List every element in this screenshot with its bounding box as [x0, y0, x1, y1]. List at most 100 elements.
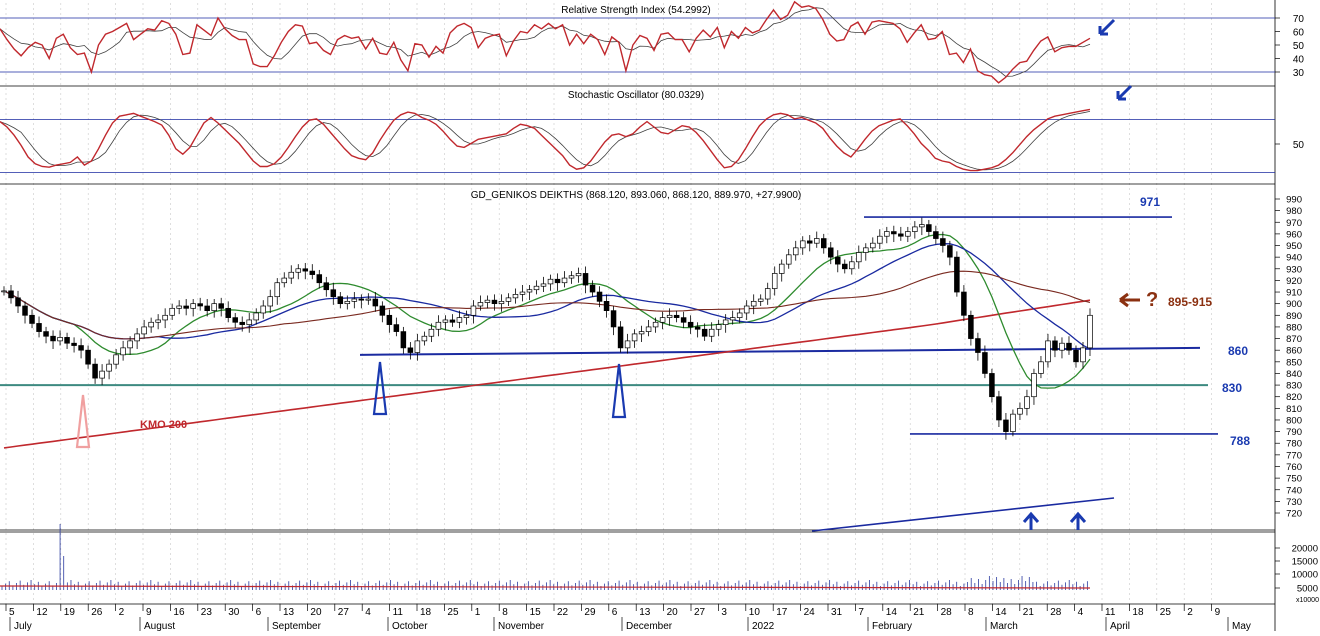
candle-down — [232, 317, 238, 323]
candle-up — [414, 340, 421, 353]
candle-up — [568, 275, 575, 279]
x-axis-day-label: 8 — [968, 607, 974, 618]
candle-down — [821, 238, 827, 249]
candle-down — [92, 363, 98, 379]
candle-down — [337, 296, 344, 305]
right-axis: 3040506070507207307407507607707807908008… — [1275, 14, 1319, 604]
candle-down — [947, 245, 953, 258]
candle-up — [645, 326, 652, 332]
candle-up — [757, 298, 764, 302]
x-axis-month-label: March — [990, 621, 1018, 631]
candle-up — [1024, 396, 1030, 409]
candle-up — [176, 305, 182, 309]
candle-up — [463, 314, 470, 318]
price-axis-label: 820 — [1286, 392, 1302, 403]
candle-up — [526, 289, 533, 293]
candle-down — [183, 305, 189, 309]
level-830-label: 830 — [1222, 381, 1242, 395]
price-axis-label: 750 — [1286, 474, 1302, 485]
x-axis-day-label: 7 — [858, 607, 864, 618]
stochastic-signal-line — [0, 111, 1091, 171]
candle-down — [85, 349, 91, 365]
candle-down — [386, 314, 393, 325]
candle-up — [484, 299, 491, 303]
rsi-arrow — [1098, 18, 1116, 36]
x-axis-day-label: 27 — [694, 607, 706, 618]
rsi-axis-label: 40 — [1293, 55, 1305, 66]
candle-down — [71, 342, 77, 346]
candle-up — [1031, 373, 1037, 398]
x-axis-day-label: 21 — [1023, 607, 1035, 618]
candle-up — [905, 231, 911, 237]
price-axis-label: 910 — [1286, 288, 1302, 299]
candle-down — [940, 238, 946, 246]
candle-down — [29, 314, 35, 324]
candle-up — [750, 300, 757, 307]
price-axis-label: 970 — [1286, 218, 1302, 229]
price-axis-label: 740 — [1286, 485, 1302, 496]
bottom-marker-july — [75, 394, 91, 449]
price-axis-label: 960 — [1286, 229, 1302, 240]
volume-axis-label: 15000 — [1292, 557, 1318, 568]
candle-up — [421, 335, 428, 342]
candle-up — [912, 226, 918, 232]
candle-down — [302, 268, 309, 272]
x-axis-day-label: 29 — [584, 607, 596, 618]
candle-up — [288, 271, 295, 279]
candle-down — [891, 231, 897, 235]
candle-up — [344, 300, 351, 305]
bottom-marker-november — [611, 363, 627, 419]
ma-long-brown — [3, 270, 1091, 340]
candle-up — [722, 319, 729, 325]
x-axis-day-label: 5 — [9, 607, 15, 618]
candle-down — [596, 291, 603, 302]
x-axis-day-label: 15 — [530, 607, 542, 618]
candle-down — [372, 298, 379, 307]
candle-up — [351, 298, 358, 302]
price-axis-label: 930 — [1286, 264, 1302, 275]
candle-up — [253, 312, 259, 321]
candle-down — [617, 326, 624, 349]
candle-up — [260, 305, 266, 314]
price-axis-label: 790 — [1286, 427, 1302, 438]
candle-up — [134, 333, 140, 342]
candle-up — [99, 370, 105, 379]
candle-down — [828, 247, 834, 258]
x-axis-month-label: December — [626, 621, 673, 631]
x-axis-day-label: 17 — [776, 607, 788, 618]
candle-down — [1052, 340, 1058, 351]
candle-up — [120, 347, 126, 356]
candle-down — [701, 328, 708, 337]
rsi-panel: Relative Strength Index (54.2992) — [0, 0, 1275, 84]
candle-up — [211, 303, 217, 311]
candle-up — [512, 294, 519, 299]
candle-down — [806, 240, 813, 244]
x-axis-day-label: 4 — [365, 607, 371, 618]
candle-down — [989, 373, 995, 398]
candle-up — [736, 312, 743, 318]
candle-down — [582, 273, 589, 286]
x-axis-day-label: 14 — [886, 607, 898, 618]
x-axis-day-label: 25 — [447, 607, 459, 618]
question-mark: ? — [1146, 289, 1158, 311]
candle-down — [407, 347, 414, 353]
candle-up — [141, 326, 147, 335]
candle-up — [246, 319, 252, 325]
price-axis-label: 770 — [1286, 450, 1302, 461]
candle-up — [771, 273, 778, 289]
annotations: KMO 200 971 860 830 788 ? 895-915 — [140, 18, 1250, 530]
x-axis-day-label: 31 — [831, 607, 843, 618]
candle-down — [954, 256, 960, 293]
candle-down — [449, 319, 456, 323]
candle-up — [792, 247, 799, 256]
candle-down — [933, 231, 939, 239]
x-axis-day-label: 6 — [256, 607, 262, 618]
level-788-label: 788 — [1230, 434, 1250, 448]
candle-up — [533, 285, 540, 291]
x-axis-day-label: 27 — [338, 607, 350, 618]
x-axis-day-label: 25 — [1160, 607, 1172, 618]
candle-down — [239, 321, 245, 325]
candle-up — [267, 296, 273, 307]
bottom-marker-september — [372, 361, 388, 416]
